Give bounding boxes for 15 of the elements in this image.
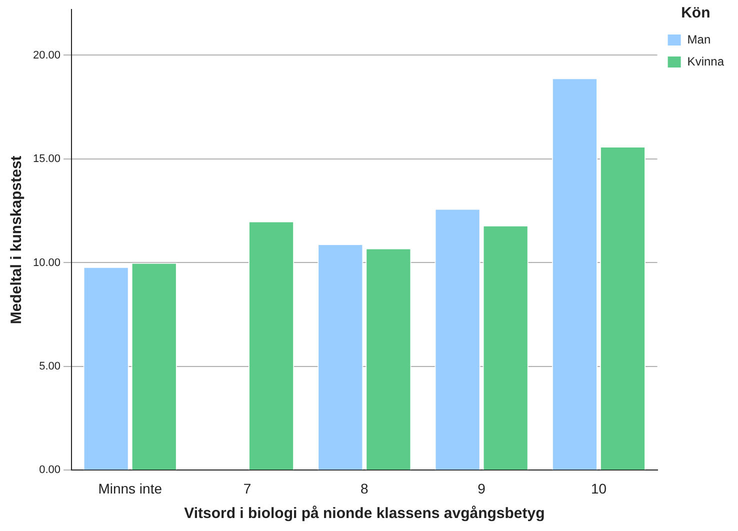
x-tick-label: 7 <box>243 480 252 496</box>
y-tick-label: 0.00 <box>39 464 61 476</box>
x-tick-label: 9 <box>478 480 486 496</box>
legend-label: Man <box>687 32 711 46</box>
legend-title: Kön <box>681 4 710 22</box>
x-tick-label: Minns inte <box>98 480 162 496</box>
y-axis-title: Medeltal i kunskapstest <box>8 156 26 324</box>
y-tick-label: 10.00 <box>32 256 61 269</box>
y-tick-label: 5.00 <box>39 360 61 372</box>
x-axis-title: Vitsord i biologi på nionde klassens avgångsbetyg <box>184 505 545 522</box>
legend-label: Kvinna <box>687 54 724 68</box>
x-tick-label: 10 <box>590 480 607 496</box>
y-tick-label: 20.00 <box>32 49 61 62</box>
x-tick-label: 8 <box>360 480 369 496</box>
y-tick-label: 15.00 <box>32 153 61 166</box>
